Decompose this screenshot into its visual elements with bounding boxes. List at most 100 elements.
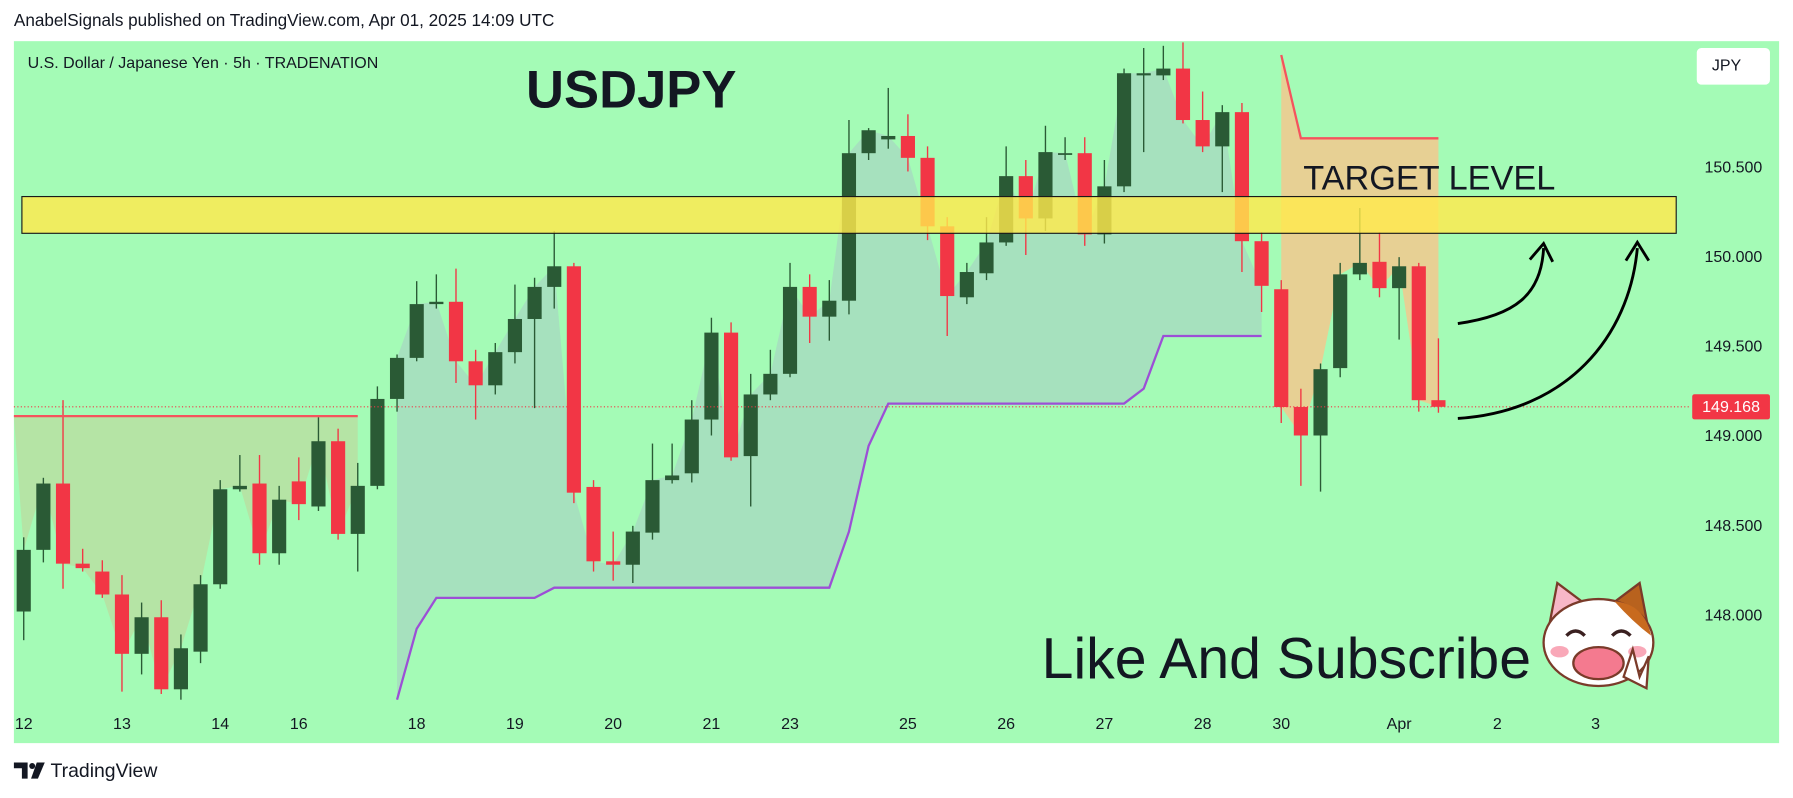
candle-body [1352, 262, 1367, 275]
candle-body [1058, 153, 1073, 155]
footer-brand: TradingView [50, 760, 158, 782]
candle-body [114, 594, 130, 654]
candle-body [488, 352, 503, 386]
candle-body [704, 332, 719, 420]
last-price-label: 149.168 [1702, 399, 1760, 416]
candle-body [900, 135, 915, 158]
candle-body [1313, 369, 1328, 436]
candle-body [1136, 73, 1151, 76]
overlay: TARGET LEVEL [13, 160, 1690, 408]
candle-body [311, 441, 326, 507]
candle-body [370, 398, 385, 486]
candle-body [1215, 112, 1230, 147]
publish-header: AnabelSignals published on TradingView.c… [14, 10, 554, 30]
annotation: Like And Subscribe [1042, 627, 1531, 691]
candle-body [1156, 68, 1171, 76]
cat-mouth [1572, 645, 1625, 681]
candle-body [665, 475, 680, 481]
candle-body [154, 617, 169, 690]
arrow-head [1624, 239, 1650, 262]
candle-body [645, 480, 660, 533]
cat-face [1542, 597, 1655, 688]
candle-body [1195, 120, 1210, 147]
x-tick-label: 21 [703, 716, 721, 733]
candle-body [724, 332, 739, 458]
y-tick-label: 150.500 [1704, 159, 1762, 176]
candle-body [429, 301, 444, 305]
candle-body [1333, 274, 1348, 369]
chart-title: USDJPY [526, 61, 736, 120]
y-tick-label: 148.000 [1704, 607, 1762, 624]
x-tick-label: 30 [1272, 716, 1290, 733]
candle-body [272, 499, 287, 554]
arrows [1457, 239, 1650, 420]
candle-body [1411, 266, 1426, 401]
currency-box [1696, 48, 1770, 85]
y-tick-label: 149.500 [1704, 339, 1762, 356]
band-fill [13, 416, 358, 690]
candle-body [193, 584, 208, 652]
cat-blush [1550, 645, 1569, 658]
candle-body [881, 135, 896, 140]
candle-body [331, 441, 346, 534]
candle-body [36, 483, 51, 550]
cat-patch [1614, 601, 1652, 636]
candle-body [782, 286, 798, 374]
candle-body [586, 486, 601, 562]
candle-body [1274, 289, 1289, 407]
x-tick-label: 18 [408, 716, 426, 733]
candle-body [743, 394, 758, 457]
arrow-short [1457, 248, 1546, 325]
candle-body [232, 485, 247, 490]
candle-body [822, 300, 837, 317]
candle-body [507, 318, 523, 353]
x-tick-label: 25 [899, 716, 917, 733]
band-line [1280, 54, 1439, 140]
zone-label: TARGET LEVEL [1303, 160, 1555, 198]
x-tick-label: 16 [290, 716, 308, 733]
candle-body [1293, 406, 1308, 436]
candle-body [16, 549, 31, 612]
candle-body [213, 489, 228, 585]
x-tick-label: 23 [781, 716, 799, 733]
band-line [395, 334, 1262, 701]
candle-body [940, 226, 955, 297]
candle-body [134, 617, 149, 654]
candle-body [684, 419, 699, 474]
target-zone [21, 195, 1677, 234]
chart-subtitle: U.S. Dollar / Japanese Yen · 5h · TRADEN… [28, 55, 379, 72]
cat-sticker [1542, 581, 1655, 691]
y-tick-label: 150.000 [1704, 249, 1762, 266]
candle-body [173, 648, 188, 690]
candle-body [625, 531, 640, 565]
x-tick-label: Apr [1387, 716, 1413, 733]
x-tick-label: 27 [1095, 716, 1113, 733]
candle-body [389, 357, 405, 399]
x-tick-label: 26 [997, 716, 1015, 733]
logo-part [29, 763, 36, 769]
candle-body [350, 485, 365, 534]
currency-label: JPY [1712, 58, 1742, 75]
axes: 149.168 148.000 148.500 149.000 149.500 150.0… [15, 159, 1770, 733]
candle-body [252, 483, 267, 554]
x-tick-label: 20 [604, 716, 622, 733]
candle-body [291, 481, 306, 505]
candle-body [606, 561, 621, 565]
candle-body [75, 563, 90, 569]
logo-part [31, 762, 45, 779]
candle-body [566, 266, 581, 493]
x-tick-label: 19 [506, 716, 524, 733]
candle-body [468, 361, 483, 386]
candle-body [547, 266, 562, 287]
candle-body [979, 242, 994, 274]
candle-body [527, 286, 542, 319]
cat-eyes [1565, 629, 1632, 637]
y-tick-label: 149.000 [1704, 428, 1762, 445]
x-tick-label: 28 [1194, 716, 1212, 733]
band-lines [13, 54, 1439, 701]
x-tick-label: 2 [1493, 716, 1502, 733]
candle-body [1254, 241, 1269, 286]
arrow-long [1457, 247, 1639, 420]
